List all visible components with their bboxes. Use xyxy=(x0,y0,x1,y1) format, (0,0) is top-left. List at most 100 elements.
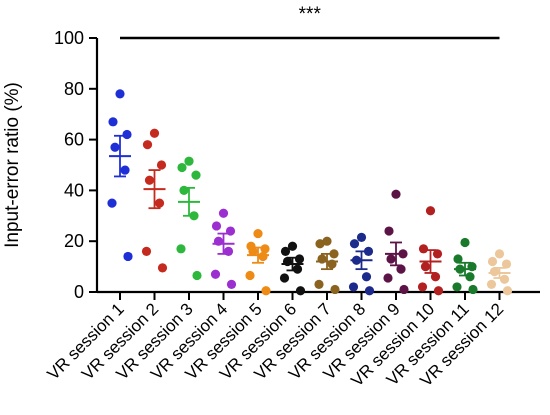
data-point xyxy=(348,282,359,292)
data-point xyxy=(417,282,428,292)
y-axis-label: Input-error ratio (%) xyxy=(2,82,23,248)
data-point xyxy=(149,128,160,138)
data-point xyxy=(141,246,152,256)
data-point xyxy=(258,251,268,262)
data-point xyxy=(123,251,133,262)
data-point xyxy=(218,208,229,218)
data-point xyxy=(453,254,463,264)
data-point xyxy=(225,226,236,236)
data-point xyxy=(287,241,298,251)
data-point xyxy=(361,272,372,282)
data-point xyxy=(432,249,443,259)
data-point xyxy=(465,272,475,282)
data-point xyxy=(430,272,441,282)
data-point xyxy=(383,273,393,283)
y-tick-label: 80 xyxy=(64,79,84,99)
series-group xyxy=(107,89,133,262)
y-tick-label: 40 xyxy=(64,180,84,200)
series-group xyxy=(176,156,202,281)
data-point xyxy=(330,284,340,295)
data-point xyxy=(486,279,497,289)
data-point xyxy=(494,249,505,259)
data-point xyxy=(191,170,201,180)
data-point xyxy=(213,236,224,246)
x-ticks: VR session 1VR session 2VR session 3VR s… xyxy=(44,292,507,390)
data-point xyxy=(363,246,374,256)
series-group xyxy=(245,228,271,296)
series-group xyxy=(383,189,409,295)
data-point xyxy=(433,286,444,296)
data-point xyxy=(501,259,512,269)
series-group xyxy=(452,237,478,295)
data-point xyxy=(210,269,221,279)
data-point xyxy=(452,282,462,292)
data-point xyxy=(248,246,258,256)
y-tick-label: 60 xyxy=(64,130,84,150)
data-point xyxy=(294,254,305,264)
axes: 0 20 40 60 80 100 VR session 1VR session 2VR … xyxy=(44,28,540,390)
data-point xyxy=(279,273,290,283)
data-point xyxy=(420,262,431,272)
significance-label: *** xyxy=(299,4,322,25)
data-point xyxy=(154,198,165,208)
data-point xyxy=(317,254,327,264)
data-point xyxy=(157,263,168,273)
data-point xyxy=(351,255,362,265)
data-point xyxy=(460,237,470,248)
data-point xyxy=(349,239,360,249)
data-point xyxy=(107,198,117,208)
series-group xyxy=(486,249,513,296)
data-point xyxy=(192,270,202,281)
data-point xyxy=(455,264,465,274)
data-point xyxy=(322,236,332,246)
data-point xyxy=(211,221,222,231)
y-tick-label: 0 xyxy=(74,282,84,302)
data-point xyxy=(253,228,263,239)
data-point xyxy=(315,239,325,249)
data-point xyxy=(399,284,409,295)
data-marks xyxy=(107,89,513,296)
data-point xyxy=(282,256,293,267)
data-point xyxy=(391,189,401,199)
series-group xyxy=(141,128,168,273)
data-point xyxy=(189,211,199,221)
data-point xyxy=(176,244,186,254)
data-point xyxy=(425,206,436,216)
data-point xyxy=(108,117,118,127)
data-point xyxy=(356,232,367,242)
data-point xyxy=(364,286,375,296)
data-point xyxy=(280,246,291,256)
data-point xyxy=(156,160,167,170)
data-point xyxy=(467,262,477,272)
data-point xyxy=(120,165,130,175)
data-point xyxy=(398,249,408,259)
series-group xyxy=(417,206,444,296)
data-point xyxy=(184,156,194,166)
data-point xyxy=(502,286,513,296)
y-tick-label: 100 xyxy=(54,28,84,48)
series-group xyxy=(279,241,306,296)
data-point xyxy=(327,259,337,269)
data-point xyxy=(144,175,155,185)
data-point xyxy=(223,246,234,256)
data-point xyxy=(261,286,271,296)
data-point xyxy=(314,279,324,289)
data-point xyxy=(295,286,306,296)
series-group xyxy=(314,236,340,295)
data-point xyxy=(110,142,120,152)
series-group xyxy=(348,232,375,296)
data-point xyxy=(142,140,153,150)
y-tick-label: 20 xyxy=(64,231,84,251)
significance-bar: *** xyxy=(120,4,500,40)
data-point xyxy=(179,185,189,195)
data-point xyxy=(260,244,270,254)
series-group xyxy=(210,208,237,289)
data-point xyxy=(115,89,125,99)
data-point xyxy=(418,244,429,254)
data-point xyxy=(499,274,510,284)
y-ticks: 0 20 40 60 80 100 xyxy=(54,28,97,302)
data-point xyxy=(489,267,500,277)
data-point xyxy=(329,249,339,259)
data-point xyxy=(468,284,478,295)
data-point xyxy=(487,256,498,267)
